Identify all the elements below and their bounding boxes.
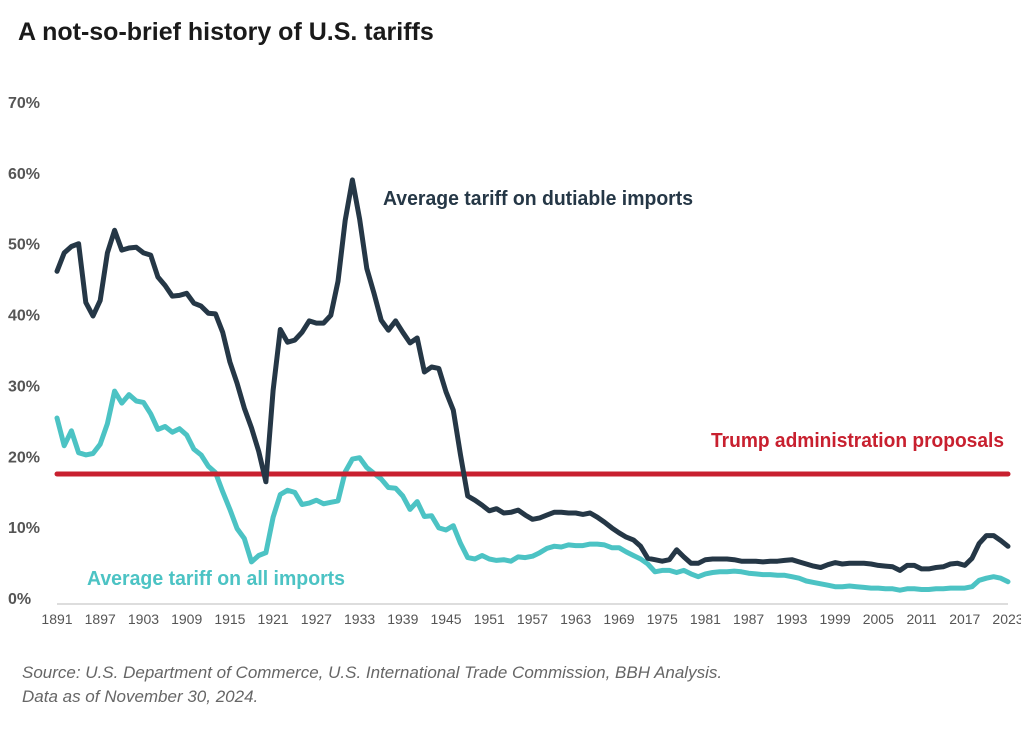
x-tick-label: 2005 xyxy=(863,611,894,627)
x-tick-label: 1951 xyxy=(474,611,505,627)
y-tick-label: 70% xyxy=(8,95,40,112)
y-tick-label: 0% xyxy=(8,591,31,608)
trump-proposals-label: Trump administration proposals xyxy=(711,430,1004,452)
x-tick-label: 1933 xyxy=(344,611,375,627)
y-tick-label: 10% xyxy=(8,520,40,537)
x-tick-label: 1957 xyxy=(517,611,548,627)
chart-title: A not-so-brief history of U.S. tariffs xyxy=(18,18,434,46)
x-tick-label: 1915 xyxy=(214,611,245,627)
x-tick-label: 1981 xyxy=(690,611,721,627)
x-tick-label: 1975 xyxy=(647,611,678,627)
y-tick-label: 40% xyxy=(8,308,40,325)
x-tick-label: 1969 xyxy=(603,611,634,627)
x-tick-label: 1945 xyxy=(430,611,461,627)
series-lines xyxy=(54,177,1011,593)
data-date-note: Data as of November 30, 2024. xyxy=(22,687,258,706)
x-tick-label: 1909 xyxy=(171,611,202,627)
x-tick-label: 1999 xyxy=(820,611,851,627)
dutiable-imports-line xyxy=(54,177,1011,573)
y-axis: 0% 10% 20% 30% 40% 50% 60% 70% xyxy=(8,95,40,608)
x-tick-label: 1987 xyxy=(733,611,764,627)
x-tick-label: 1897 xyxy=(85,611,116,627)
x-tick-label: 2023 xyxy=(992,611,1021,627)
dutiable-series-label: Average tariff on dutiable imports xyxy=(383,188,693,210)
x-tick-label: 1921 xyxy=(258,611,289,627)
all-imports-line xyxy=(54,388,1011,593)
x-tick-label: 1903 xyxy=(128,611,159,627)
all-imports-series-label: Average tariff on all imports xyxy=(87,568,345,590)
source-note: Source: U.S. Department of Commerce, U.S… xyxy=(22,663,722,682)
y-tick-label: 60% xyxy=(8,166,40,183)
x-tick-label: 1927 xyxy=(301,611,332,627)
y-tick-label: 30% xyxy=(8,378,40,395)
x-tick-label: 2017 xyxy=(949,611,980,627)
x-axis: 1891 1897 1903 1909 1915 1921 1927 1933 1939 1945… xyxy=(41,611,1021,627)
x-tick-label: 1993 xyxy=(776,611,807,627)
x-tick-label: 2011 xyxy=(906,611,936,627)
x-tick-label: 1939 xyxy=(387,611,418,627)
x-tick-label: 1891 xyxy=(41,611,72,627)
x-tick-label: 1963 xyxy=(560,611,591,627)
y-tick-label: 20% xyxy=(8,449,40,466)
y-tick-label: 50% xyxy=(8,237,40,254)
